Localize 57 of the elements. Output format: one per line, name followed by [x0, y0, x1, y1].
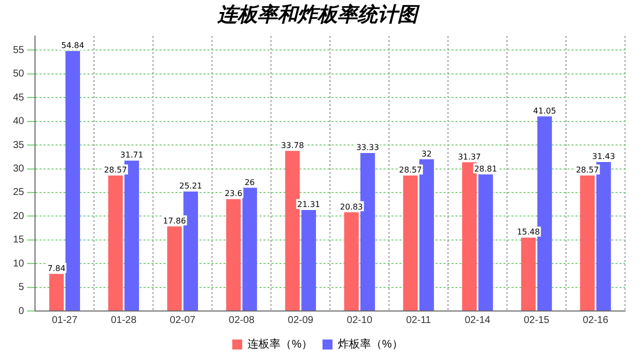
data-label: 21.31 [297, 200, 320, 210]
data-label: 28.57 [576, 166, 599, 175]
bar [301, 210, 316, 310]
chart-title: 连板率和炸板率统计图 [216, 2, 420, 26]
data-label: 17.86 [163, 216, 186, 226]
x-tick-label: 01-28 [110, 314, 137, 326]
x-tick-label: 02-07 [170, 314, 196, 326]
data-label: 28.57 [104, 166, 127, 175]
data-label: 26 [244, 178, 255, 187]
y-tick-label: 20 [13, 210, 25, 222]
y-tick-label: 40 [13, 116, 25, 128]
legend-label: 连板率（%） [248, 338, 312, 351]
data-label: 32 [422, 149, 432, 158]
data-label: 7.84 [48, 264, 66, 273]
bar [478, 174, 493, 310]
y-tick-label: 30 [13, 164, 25, 175]
y-tick-label: 35 [13, 140, 25, 151]
data-label: 41.05 [533, 106, 556, 116]
x-tick-label: 02-14 [464, 314, 491, 326]
x-tick-label: 02-10 [346, 314, 373, 326]
x-tick-label: 02-08 [228, 314, 255, 326]
data-label: 15.48 [516, 228, 540, 237]
x-tick-label: 02-11 [406, 314, 432, 326]
y-tick-label: 50 [13, 68, 25, 80]
bar [242, 188, 257, 310]
data-label: 25.21 [179, 182, 202, 191]
x-tick-label: 01-27 [52, 314, 78, 326]
data-label: 54.84 [61, 41, 84, 50]
y-tick-label: 55 [13, 44, 25, 56]
data-label: 28.57 [398, 166, 422, 175]
data-label: 31.37 [458, 152, 481, 162]
bar [344, 212, 359, 310]
y-tick-label: 45 [13, 92, 25, 104]
bar [226, 199, 241, 310]
bar [521, 238, 536, 310]
bar [108, 176, 123, 310]
data-label: 33.78 [281, 140, 304, 150]
data-label: 31.43 [592, 152, 616, 162]
legend-label: 炸板率（%） [338, 338, 403, 351]
x-tick-label: 02-09 [288, 314, 314, 326]
x-tick-label: 02-15 [524, 314, 550, 326]
bar [65, 50, 80, 310]
bar [580, 176, 595, 310]
data-label: 33.33 [356, 143, 380, 152]
y-tick-label: 15 [13, 234, 25, 246]
y-tick-label: 0 [18, 306, 25, 317]
data-label: 20.83 [340, 202, 363, 212]
y-tick-label: 10 [13, 258, 25, 270]
x-tick-label: 02-16 [582, 314, 609, 326]
data-label: 28.81 [474, 164, 498, 174]
y-tick-label: 25 [13, 187, 25, 198]
data-label: 31.71 [120, 150, 144, 160]
bar [403, 176, 418, 310]
bar [167, 226, 182, 310]
y-tick-label: 5 [18, 282, 25, 294]
bar [49, 274, 64, 310]
data-label: 23.6 [224, 189, 242, 198]
